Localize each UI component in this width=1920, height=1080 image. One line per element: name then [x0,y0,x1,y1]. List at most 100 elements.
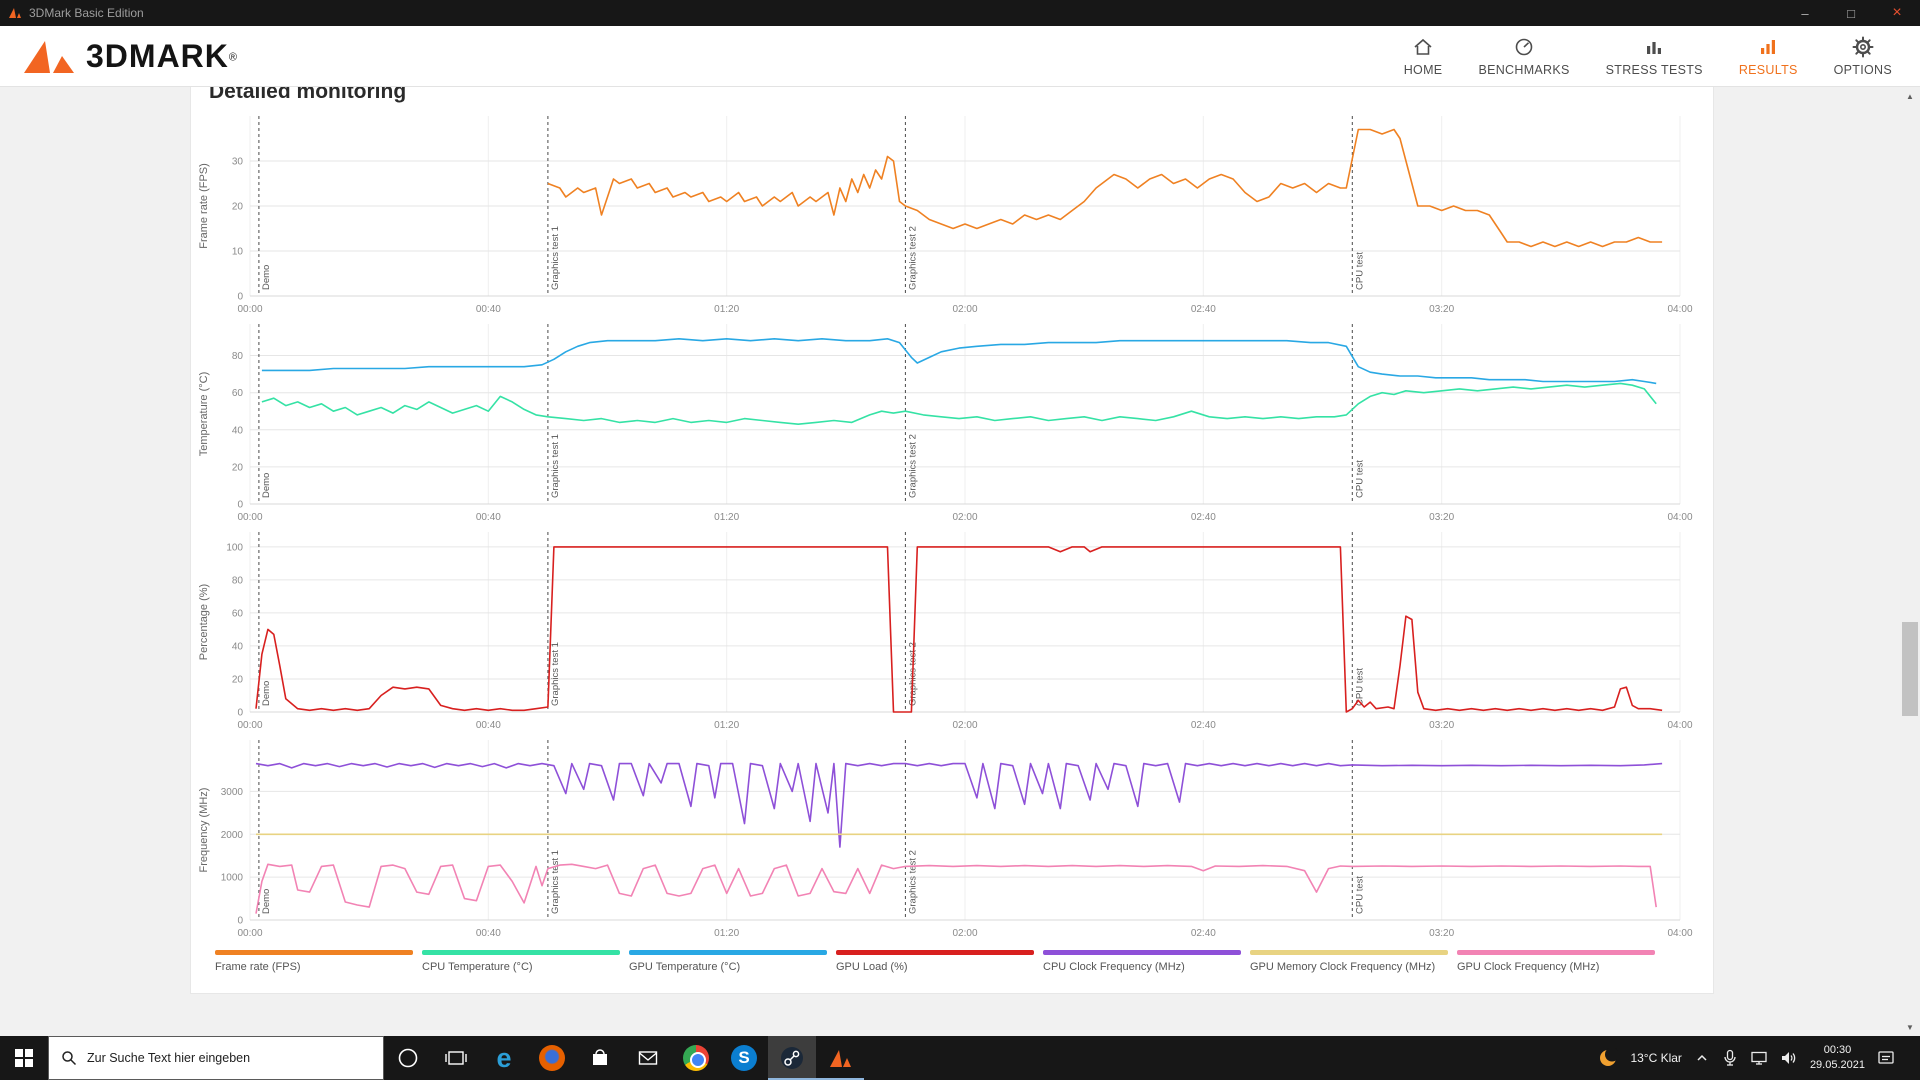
svg-text:02:40: 02:40 [1191,928,1216,939]
legend-item: Frame rate (FPS) [215,950,413,973]
weather-text[interactable]: 13°C Klar [1630,1051,1682,1065]
bar-chart-icon [1643,36,1665,58]
svg-text:20: 20 [232,462,244,473]
svg-text:02:40: 02:40 [1191,512,1216,523]
app-icon [9,8,21,18]
action-center-icon[interactable] [1877,1049,1895,1067]
3dmark-taskbar-icon [830,1050,851,1067]
svg-text:03:20: 03:20 [1429,304,1454,315]
chart-legend: Frame rate (FPS) CPU Temperature (°C) GPU … [191,946,1713,985]
nav-options[interactable]: OPTIONS [1834,36,1892,77]
svg-text:00:00: 00:00 [237,304,262,315]
scroll-down-button[interactable]: ▼ [1906,1022,1914,1032]
svg-text:02:00: 02:00 [952,928,977,939]
volume-icon[interactable] [1780,1050,1798,1066]
steam-icon [781,1047,803,1069]
svg-text:Graphics test 1: Graphics test 1 [550,434,561,498]
svg-text:20: 20 [232,675,244,686]
monitoring-charts: 0 10 20 30 Demo Graphics test 1 Graphics test … [191,114,1713,946]
task-view-button[interactable] [432,1036,480,1080]
legend-label: GPU Memory Clock Frequency (MHz) [1250,961,1436,973]
svg-text:2000: 2000 [221,830,244,841]
legend-swatch [629,950,827,955]
svg-text:02:40: 02:40 [1191,304,1216,315]
svg-text:04:00: 04:00 [1667,720,1692,731]
legend-label: CPU Temperature (°C) [422,961,533,973]
nav-label: STRESS TESTS [1605,62,1703,77]
maximize-button[interactable]: □ [1847,5,1855,21]
3dmark-taskbar-button[interactable] [816,1036,864,1080]
svg-text:60: 60 [232,608,244,619]
store-icon [593,1049,607,1065]
legend-item: GPU Temperature (°C) [629,950,827,973]
svg-text:00:00: 00:00 [237,720,262,731]
nav-benchmarks[interactable]: BENCHMARKS [1478,36,1569,77]
gauge-icon [1513,36,1535,58]
scroll-up-button[interactable]: ▲ [1906,91,1914,101]
brand-name: 3DMARK [86,37,229,74]
page-title: Detailed monitoring [209,87,407,103]
svg-text:00:00: 00:00 [237,928,262,939]
scrollbar-thumb[interactable] [1902,622,1918,716]
firefox-taskbar-button[interactable] [528,1036,576,1080]
svg-text:04:00: 04:00 [1667,304,1692,315]
skype-taskbar-button[interactable]: S [720,1036,768,1080]
close-button[interactable]: × [1892,4,1902,21]
svg-text:30: 30 [232,157,244,168]
cortana-button[interactable] [384,1036,432,1080]
microphone-icon[interactable] [1722,1049,1738,1067]
svg-text:Demo: Demo [261,681,272,706]
svg-text:Temperature (°C): Temperature (°C) [198,372,210,456]
start-button[interactable] [0,1036,48,1080]
cortana-icon [398,1048,418,1068]
search-icon [62,1051,77,1066]
svg-text:0: 0 [237,916,243,927]
detailed-monitoring-card: Detailed monitoring 0 10 20 30 Demo Graphics … [190,87,1714,994]
mail-icon [638,1051,658,1065]
svg-text:0: 0 [237,708,243,719]
store-taskbar-button[interactable] [576,1036,624,1080]
legend-swatch [215,950,413,955]
firefox-icon [539,1045,565,1071]
vertical-scrollbar[interactable]: ▲ ▼ [1900,87,1920,1036]
svg-text:Graphics test 1: Graphics test 1 [550,850,561,914]
steam-taskbar-button[interactable] [768,1036,816,1080]
svg-text:1000: 1000 [221,873,244,884]
svg-text:Percentage (%): Percentage (%) [198,584,210,660]
nav-stress-tests[interactable]: STRESS TESTS [1606,36,1703,77]
svg-text:0: 0 [237,292,243,303]
svg-text:3000: 3000 [221,787,244,798]
windows-logo-icon [15,1049,33,1067]
legend-item: GPU Memory Clock Frequency (MHz) [1250,950,1448,973]
registered-mark: ® [228,51,237,64]
main-nav: HOME BENCHMARKS STRESS TESTS RESULTS OPT… [1404,36,1892,77]
clock-date: 29.05.2021 [1809,1059,1865,1071]
svg-text:01:20: 01:20 [714,512,739,523]
minimize-button[interactable]: – [1801,5,1809,21]
weather-moon-icon[interactable] [1598,1048,1619,1068]
nav-home[interactable]: HOME [1404,36,1443,77]
svg-text:01:20: 01:20 [714,720,739,731]
edge-taskbar-button[interactable]: e [480,1036,528,1080]
mail-taskbar-button[interactable] [624,1036,672,1080]
svg-text:Graphics test 1: Graphics test 1 [550,226,561,290]
nav-label: BENCHMARKS [1478,62,1570,77]
network-icon[interactable] [1750,1050,1768,1066]
svg-text:Demo: Demo [261,473,272,498]
svg-text:03:20: 03:20 [1429,928,1454,939]
window-titlebar: 3DMark Basic Edition – □ × [0,0,1920,26]
svg-text:00:40: 00:40 [476,304,501,315]
legend-swatch [422,950,620,955]
svg-text:00:40: 00:40 [476,928,501,939]
legend-label: GPU Clock Frequency (MHz) [1457,961,1600,973]
results-content: Detailed monitoring 0 10 20 30 Demo Graphics … [0,87,1900,1036]
taskbar-search[interactable]: Zur Suche Text hier eingeben [48,1036,384,1080]
svg-text:Frequency (MHz): Frequency (MHz) [198,788,210,873]
taskbar-clock[interactable]: 00:30 29.05.2021 [1810,1043,1865,1074]
skype-icon: S [731,1045,757,1071]
tray-chevron-up-icon[interactable] [1694,1050,1710,1066]
nav-results[interactable]: RESULTS [1739,36,1798,77]
legend-label: CPU Clock Frequency (MHz) [1043,961,1185,973]
chrome-taskbar-button[interactable] [672,1036,720,1080]
chart-temperature: 0 20 40 60 80 Demo Graphics test 1 Graphics tes… [191,322,1713,530]
